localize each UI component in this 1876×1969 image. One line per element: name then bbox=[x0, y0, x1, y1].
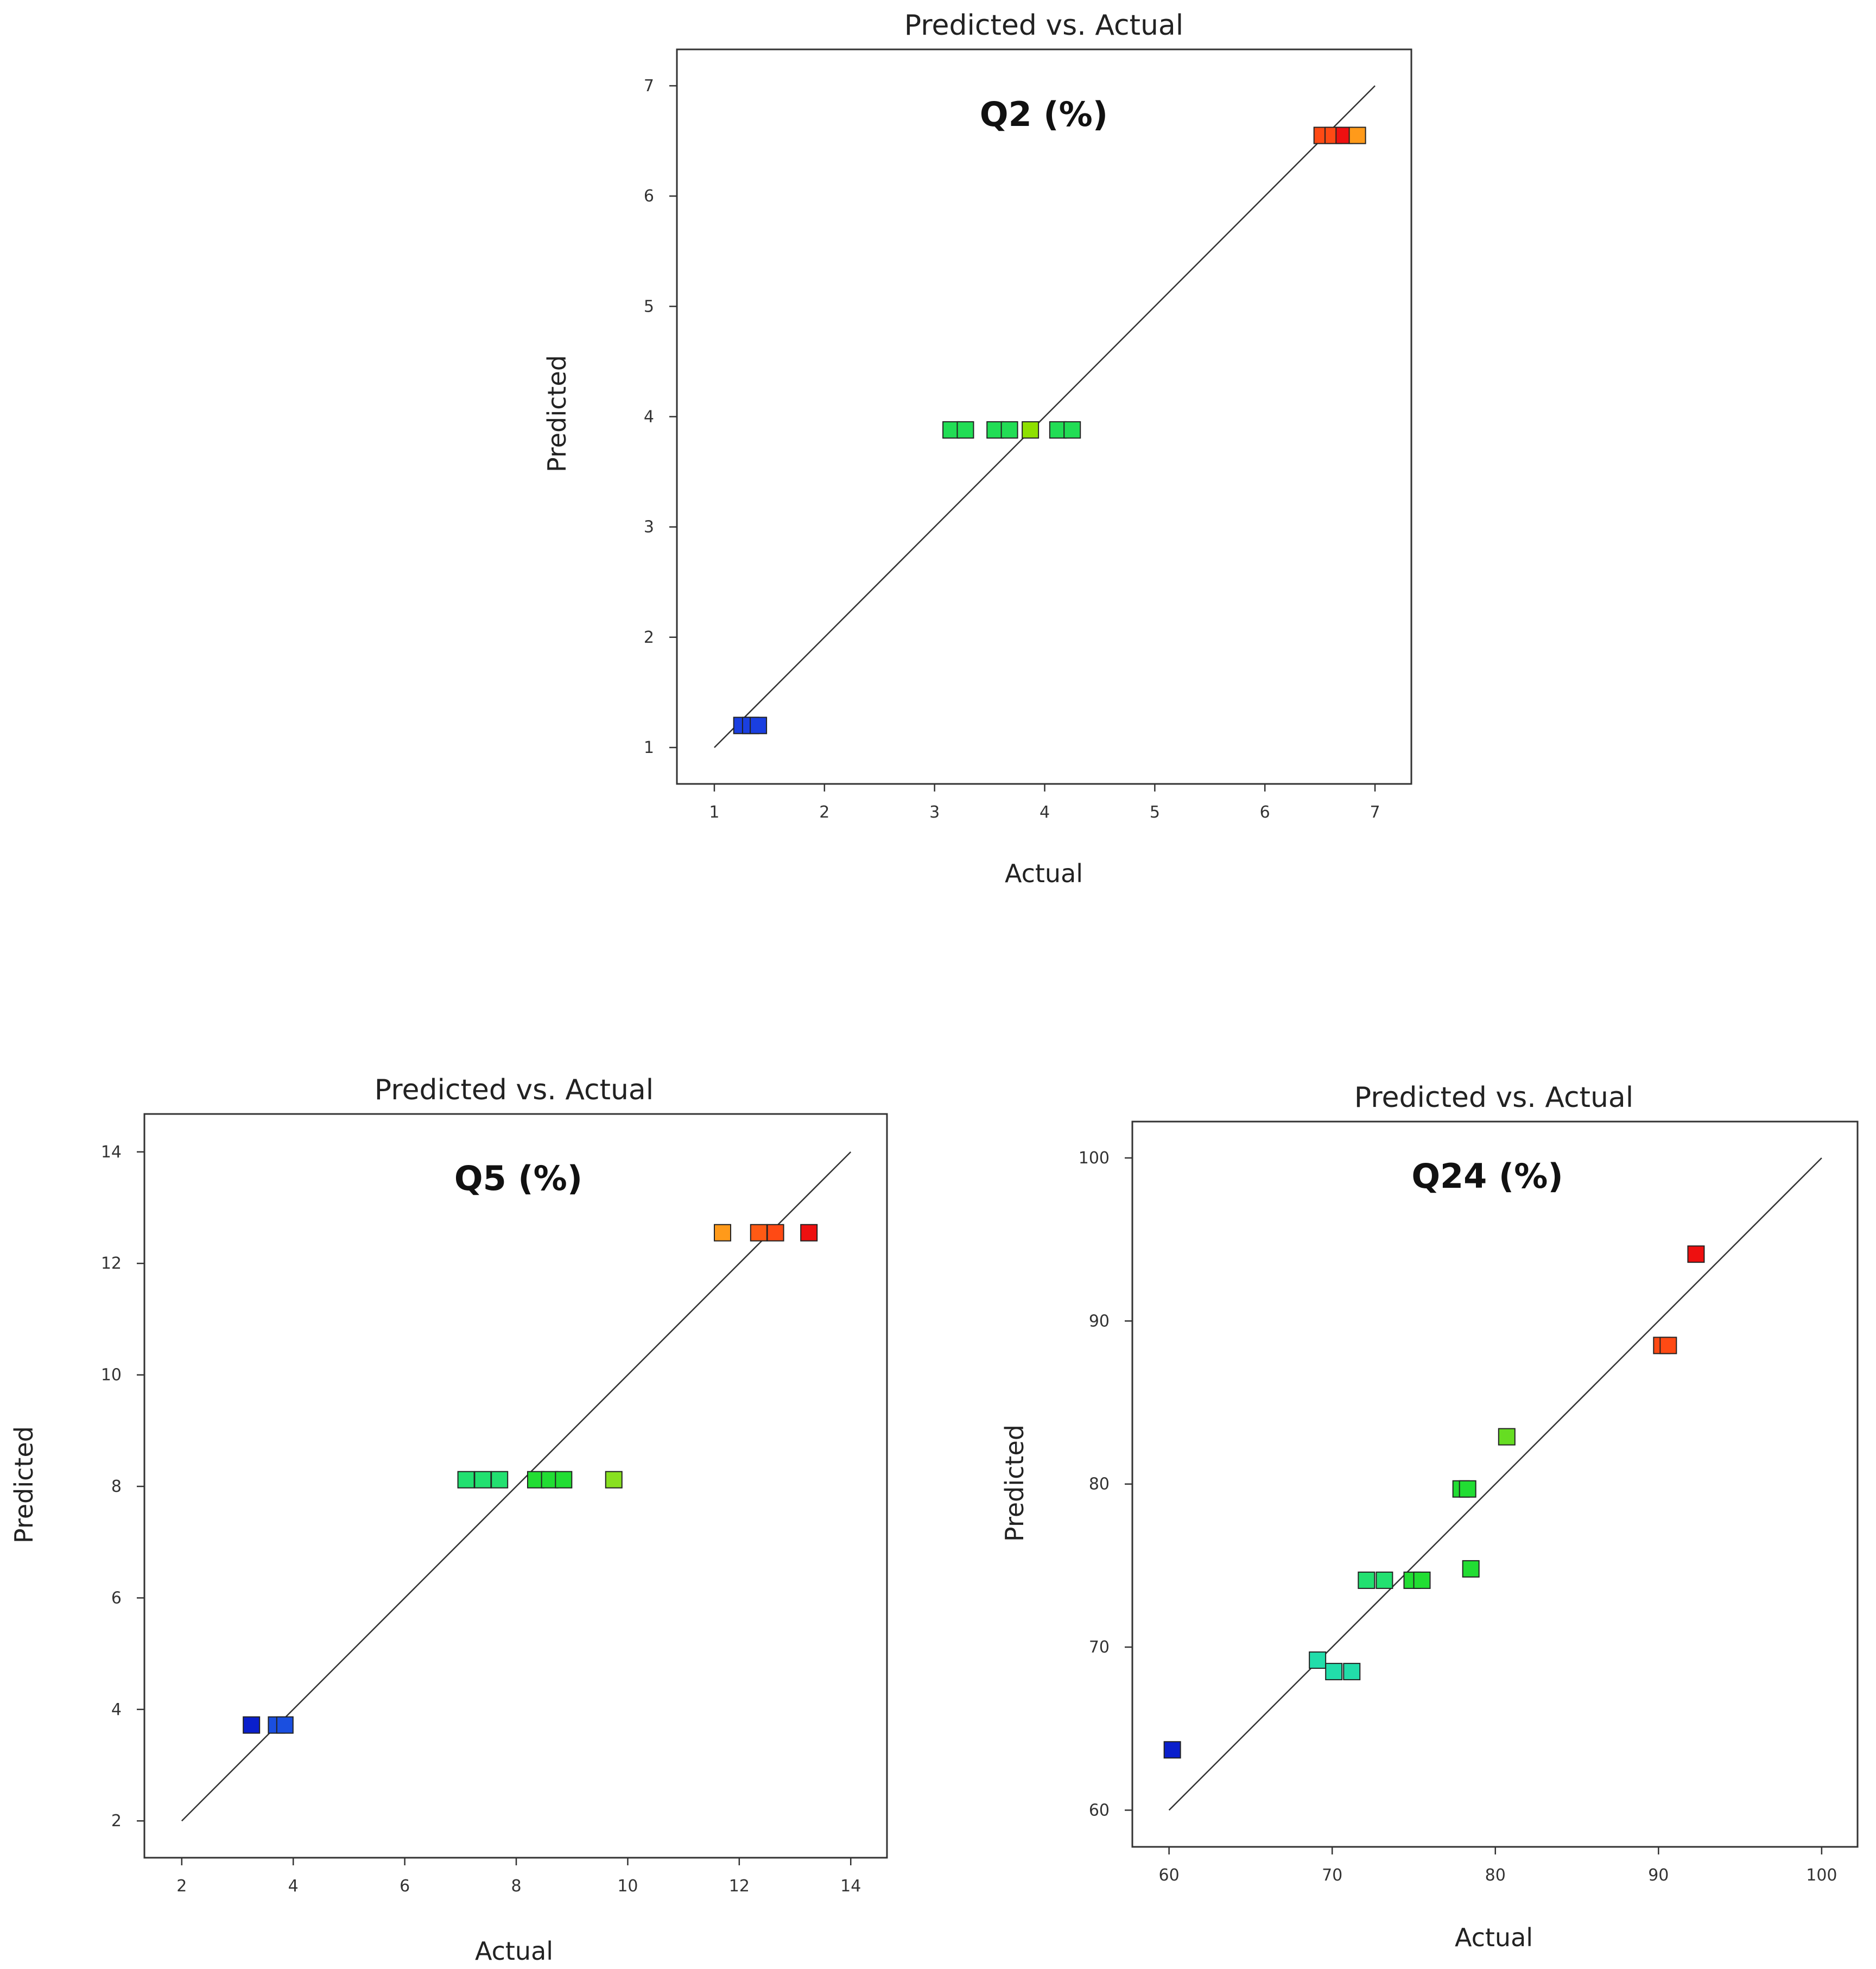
y-tick-label: 8 bbox=[111, 1477, 122, 1496]
data-point bbox=[1498, 1428, 1516, 1446]
x-tick-label: 2 bbox=[819, 803, 829, 822]
data-point bbox=[714, 1224, 732, 1242]
y-tick-label: 70 bbox=[1089, 1638, 1110, 1657]
y-tick-label: 100 bbox=[1079, 1149, 1110, 1168]
y-tick-label: 7 bbox=[644, 77, 654, 96]
x-axis-label: Actual bbox=[1455, 1923, 1533, 1952]
x-tick-label: 4 bbox=[288, 1877, 299, 1896]
data-point bbox=[1163, 1741, 1181, 1759]
x-tick-label: 14 bbox=[840, 1877, 861, 1896]
chart-q24: Predicted vs. Actual Q24 (%) 60 70 80 90 100… bbox=[1000, 1081, 1859, 1952]
x-tick-label: 80 bbox=[1485, 1866, 1506, 1885]
data-point bbox=[1000, 421, 1018, 439]
x-tick-label: 10 bbox=[617, 1877, 638, 1896]
y-tick-label: 12 bbox=[101, 1254, 122, 1273]
y-tick-label: 14 bbox=[101, 1143, 122, 1162]
y-tick-label: 10 bbox=[101, 1366, 122, 1385]
reference-line bbox=[181, 1151, 852, 1822]
x-tick-label: 100 bbox=[1806, 1866, 1837, 1885]
chart-q2: Predicted vs. Actual Q2 (%) 1 2 3 4 5 6 7 1 2 3 4 5… bbox=[542, 9, 1412, 888]
panel-label: Q5 (%) bbox=[454, 1158, 582, 1198]
data-point bbox=[1348, 126, 1366, 144]
panel-label: Q2 (%) bbox=[980, 94, 1108, 134]
y-tick-label: 5 bbox=[644, 297, 654, 316]
data-point bbox=[800, 1224, 818, 1242]
data-point bbox=[1459, 1480, 1476, 1498]
x-tick-label: 6 bbox=[400, 1877, 410, 1896]
x-axis-label: Actual bbox=[1005, 859, 1083, 888]
data-point bbox=[1022, 421, 1040, 439]
y-tick-label: 60 bbox=[1089, 1801, 1110, 1820]
x-tick-label: 1 bbox=[709, 803, 719, 822]
data-point bbox=[1462, 1560, 1480, 1578]
data-point bbox=[766, 1224, 784, 1242]
data-point bbox=[1325, 1663, 1343, 1681]
data-point bbox=[1376, 1571, 1393, 1589]
x-tick-label: 5 bbox=[1150, 803, 1160, 822]
chart-title: Predicted vs. Actual bbox=[1354, 1081, 1633, 1114]
chart-q5: Predicted vs. Actual Q5 (%) 2 4 6 8 10 12 14 2 4… bbox=[9, 1074, 888, 1966]
x-axis-label: Actual bbox=[475, 1936, 553, 1966]
data-point bbox=[605, 1471, 623, 1489]
y-axis-label: Predicted bbox=[9, 1426, 39, 1543]
x-tick-label: 8 bbox=[511, 1877, 521, 1896]
y-tick-label: 2 bbox=[644, 628, 654, 647]
x-tick-label: 12 bbox=[729, 1877, 750, 1896]
x-tick-label: 2 bbox=[176, 1877, 187, 1896]
panel-label: Q24 (%) bbox=[1411, 1156, 1563, 1196]
y-tick-label: 4 bbox=[111, 1700, 122, 1719]
data-point bbox=[1063, 421, 1081, 439]
chart-title: Predicted vs. Actual bbox=[904, 9, 1183, 42]
y-tick-label: 90 bbox=[1089, 1312, 1110, 1331]
data-point bbox=[956, 421, 974, 439]
reference-line bbox=[714, 85, 1376, 748]
y-axis-label: Predicted bbox=[542, 355, 572, 472]
data-point bbox=[276, 1716, 294, 1734]
x-tick-label: 6 bbox=[1260, 803, 1270, 822]
y-tick-label: 4 bbox=[644, 408, 654, 427]
data-point bbox=[750, 717, 768, 735]
data-point bbox=[491, 1471, 509, 1489]
data-point bbox=[243, 1716, 261, 1734]
chart-title: Predicted vs. Actual bbox=[375, 1074, 654, 1106]
y-tick-label: 80 bbox=[1089, 1475, 1110, 1494]
y-tick-label: 6 bbox=[111, 1588, 122, 1607]
x-tick-label: 70 bbox=[1322, 1866, 1342, 1885]
data-point bbox=[1659, 1337, 1677, 1354]
data-point bbox=[1687, 1245, 1705, 1263]
x-tick-label: 3 bbox=[929, 803, 940, 822]
x-tick-label: 60 bbox=[1159, 1866, 1180, 1885]
data-point bbox=[1358, 1571, 1376, 1589]
data-point bbox=[986, 421, 1004, 439]
data-point bbox=[1049, 421, 1067, 439]
reference-line bbox=[1168, 1157, 1822, 1811]
y-tick-label: 6 bbox=[644, 187, 654, 206]
y-tick-label: 3 bbox=[644, 518, 654, 537]
data-point bbox=[750, 1224, 768, 1242]
x-tick-label: 7 bbox=[1370, 803, 1380, 822]
y-tick-label: 1 bbox=[644, 738, 654, 757]
y-axis-label: Predicted bbox=[1000, 1424, 1029, 1542]
data-point bbox=[1309, 1651, 1327, 1669]
data-point bbox=[555, 1471, 573, 1489]
data-point bbox=[457, 1471, 475, 1489]
data-point bbox=[1343, 1663, 1361, 1681]
data-point bbox=[474, 1471, 492, 1489]
y-tick-label: 2 bbox=[111, 1812, 122, 1831]
data-point bbox=[1413, 1571, 1431, 1589]
data-point bbox=[942, 421, 960, 439]
x-tick-label: 4 bbox=[1040, 803, 1050, 822]
x-tick-label: 90 bbox=[1648, 1866, 1669, 1885]
